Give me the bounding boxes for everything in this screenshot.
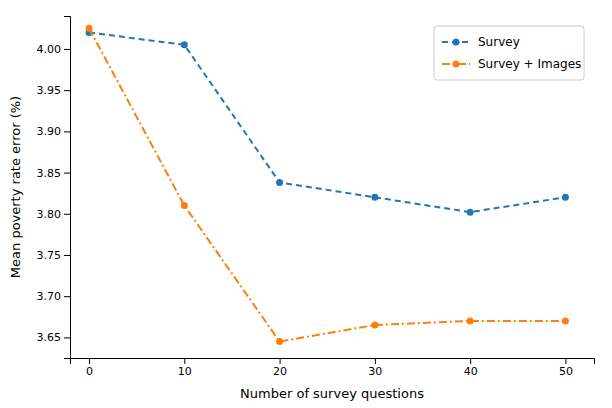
tick-mark bbox=[64, 90, 70, 91]
legend-label: Survey bbox=[478, 35, 520, 49]
legend-marker bbox=[453, 39, 460, 46]
legend: Survey Survey + Images bbox=[434, 26, 584, 80]
tick-mark bbox=[64, 255, 70, 256]
tick-label: 3.95 bbox=[37, 84, 62, 97]
tick-mark bbox=[64, 173, 70, 174]
tick: 3.65 bbox=[37, 331, 71, 344]
legend-item: Survey bbox=[442, 35, 520, 49]
tick-label: 3.85 bbox=[37, 167, 62, 180]
tick-mark bbox=[470, 358, 471, 364]
tick-mark bbox=[64, 337, 70, 338]
tick-label: 4.00 bbox=[37, 43, 62, 56]
tick-label: 3.75 bbox=[37, 249, 62, 262]
x-axis-title: Number of survey questions bbox=[240, 386, 424, 401]
legend-marker bbox=[453, 61, 460, 68]
tick: 50 bbox=[559, 358, 573, 378]
tick-label: 10 bbox=[178, 365, 192, 378]
point bbox=[86, 25, 93, 32]
tick-label: 20 bbox=[273, 365, 287, 378]
tick: 3.70 bbox=[37, 290, 71, 303]
tick-mark bbox=[280, 358, 281, 364]
y-axis: 3.65 3.70 3.75 3.80 3.85 3.90 3.95 4.00 bbox=[37, 17, 71, 359]
tick-label: 3.65 bbox=[37, 331, 62, 344]
tick: 3.90 bbox=[37, 125, 71, 138]
tick: 3.75 bbox=[37, 249, 71, 262]
point bbox=[371, 322, 378, 329]
tick-mark bbox=[184, 358, 185, 364]
tick-label: 50 bbox=[559, 365, 573, 378]
tick-label: 40 bbox=[464, 365, 478, 378]
tick-label: 0 bbox=[86, 365, 93, 378]
point bbox=[181, 202, 188, 209]
tick: 3.80 bbox=[37, 208, 71, 221]
point bbox=[562, 194, 569, 201]
tick-mark bbox=[89, 358, 90, 364]
tick: 20 bbox=[273, 358, 287, 378]
point bbox=[562, 317, 569, 324]
tick-mark bbox=[565, 358, 566, 364]
tick-mark bbox=[375, 358, 376, 364]
tick-label: 30 bbox=[368, 365, 382, 378]
legend-label: Survey + Images bbox=[478, 57, 581, 71]
tick-mark bbox=[64, 131, 70, 132]
axis-line bbox=[64, 17, 71, 359]
legend-item: Survey + Images bbox=[442, 57, 581, 71]
axis-line bbox=[71, 359, 595, 365]
point bbox=[371, 194, 378, 201]
plot-area: 0 10 20 30 40 50 3.65 3.70 3.75 3.80 3.85 3.90 3.95 4… bbox=[37, 17, 595, 378]
tick: 30 bbox=[368, 358, 382, 378]
tick: 0 bbox=[86, 358, 93, 378]
point bbox=[467, 317, 474, 324]
tick: 3.95 bbox=[37, 84, 71, 97]
point bbox=[276, 338, 283, 345]
tick: 3.85 bbox=[37, 167, 71, 180]
tick-label: 3.70 bbox=[37, 290, 62, 303]
tick: 40 bbox=[464, 358, 478, 378]
tick-mark bbox=[64, 296, 70, 297]
tick-mark bbox=[64, 214, 70, 215]
tick-label: 3.80 bbox=[37, 208, 62, 221]
legend-box bbox=[434, 26, 584, 80]
chart: 0 10 20 30 40 50 3.65 3.70 3.75 3.80 3.85 3.90 3.95 4… bbox=[0, 0, 612, 408]
tick-label: 3.90 bbox=[37, 125, 62, 138]
point bbox=[276, 179, 283, 186]
tick-mark bbox=[64, 49, 70, 50]
point bbox=[467, 209, 474, 216]
x-axis: 0 10 20 30 40 50 bbox=[71, 358, 595, 378]
point bbox=[181, 41, 188, 48]
tick: 10 bbox=[178, 358, 192, 378]
y-axis-title: Mean poverty rate error (%) bbox=[8, 96, 23, 278]
tick: 4.00 bbox=[37, 43, 71, 56]
